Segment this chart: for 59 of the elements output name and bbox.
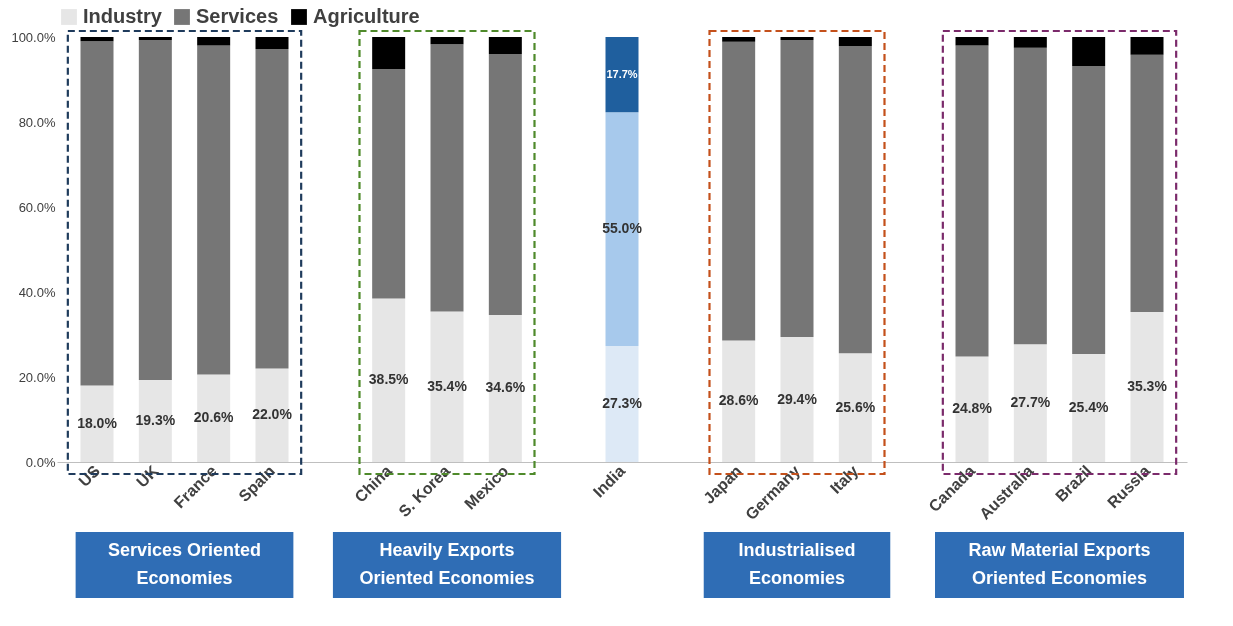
bar [430,37,464,45]
bar [80,41,114,386]
data-label: 34.6% [485,379,526,396]
data-label: 55.0% [602,220,643,237]
data-label: 35.3% [1127,377,1168,394]
bar [430,44,464,312]
bar [138,37,172,40]
data-label: 20.6% [193,409,235,426]
bar [722,37,756,42]
bar [722,41,756,341]
bar [80,37,114,42]
y-tick-label: 20.0% [18,369,56,385]
bar [372,68,406,299]
data-label: 27.3% [602,394,643,411]
bar [1072,37,1106,66]
bar [955,37,989,46]
data-label: 35.4% [427,377,468,394]
data-label: 28.6% [718,392,760,409]
bar [838,37,872,46]
bar [780,37,814,40]
bar [955,45,989,357]
bar [1013,47,1047,345]
legend-label: Agriculture [313,5,420,27]
bar [1130,54,1164,312]
bar [605,37,639,113]
data-label: 24.8% [952,400,993,417]
text: Raw Material Exports Oriented Economies [968,540,1151,588]
text: Heavily Exports Oriented Economies [359,540,535,588]
bar [255,48,289,369]
bar [838,45,872,354]
data-label: 19.3% [135,411,176,428]
legend-label: Industry [83,5,163,27]
bar [255,37,289,49]
data-label: 38.5% [368,371,410,388]
y-tick-label: 80.0% [18,114,56,130]
bar [1072,65,1106,355]
y-tick-label: 60.0% [18,199,56,215]
text: Industrialised Economies [738,540,856,588]
data-label: 29.4% [777,390,818,407]
bar [488,54,522,315]
y-tick-label: 0.0% [25,454,56,470]
bar [138,39,172,380]
data-label: 25.6% [835,398,876,415]
bar [488,37,522,54]
data-label: 18.0% [77,414,118,431]
y-tick-label: 40.0% [18,284,56,300]
bar [372,37,406,69]
text: Services Oriented Economies [107,540,262,588]
bar [780,39,814,338]
data-label: 17.7% [606,67,638,80]
bar [197,37,231,46]
y-tick-label: 100.0% [11,29,56,45]
data-label: 25.4% [1068,399,1110,416]
bar [197,45,231,375]
data-label: 22.0% [252,406,293,423]
data-label: 27.7% [1010,394,1051,411]
legend-label: Services [196,5,279,27]
bar [1013,37,1047,48]
bar [1130,37,1164,55]
